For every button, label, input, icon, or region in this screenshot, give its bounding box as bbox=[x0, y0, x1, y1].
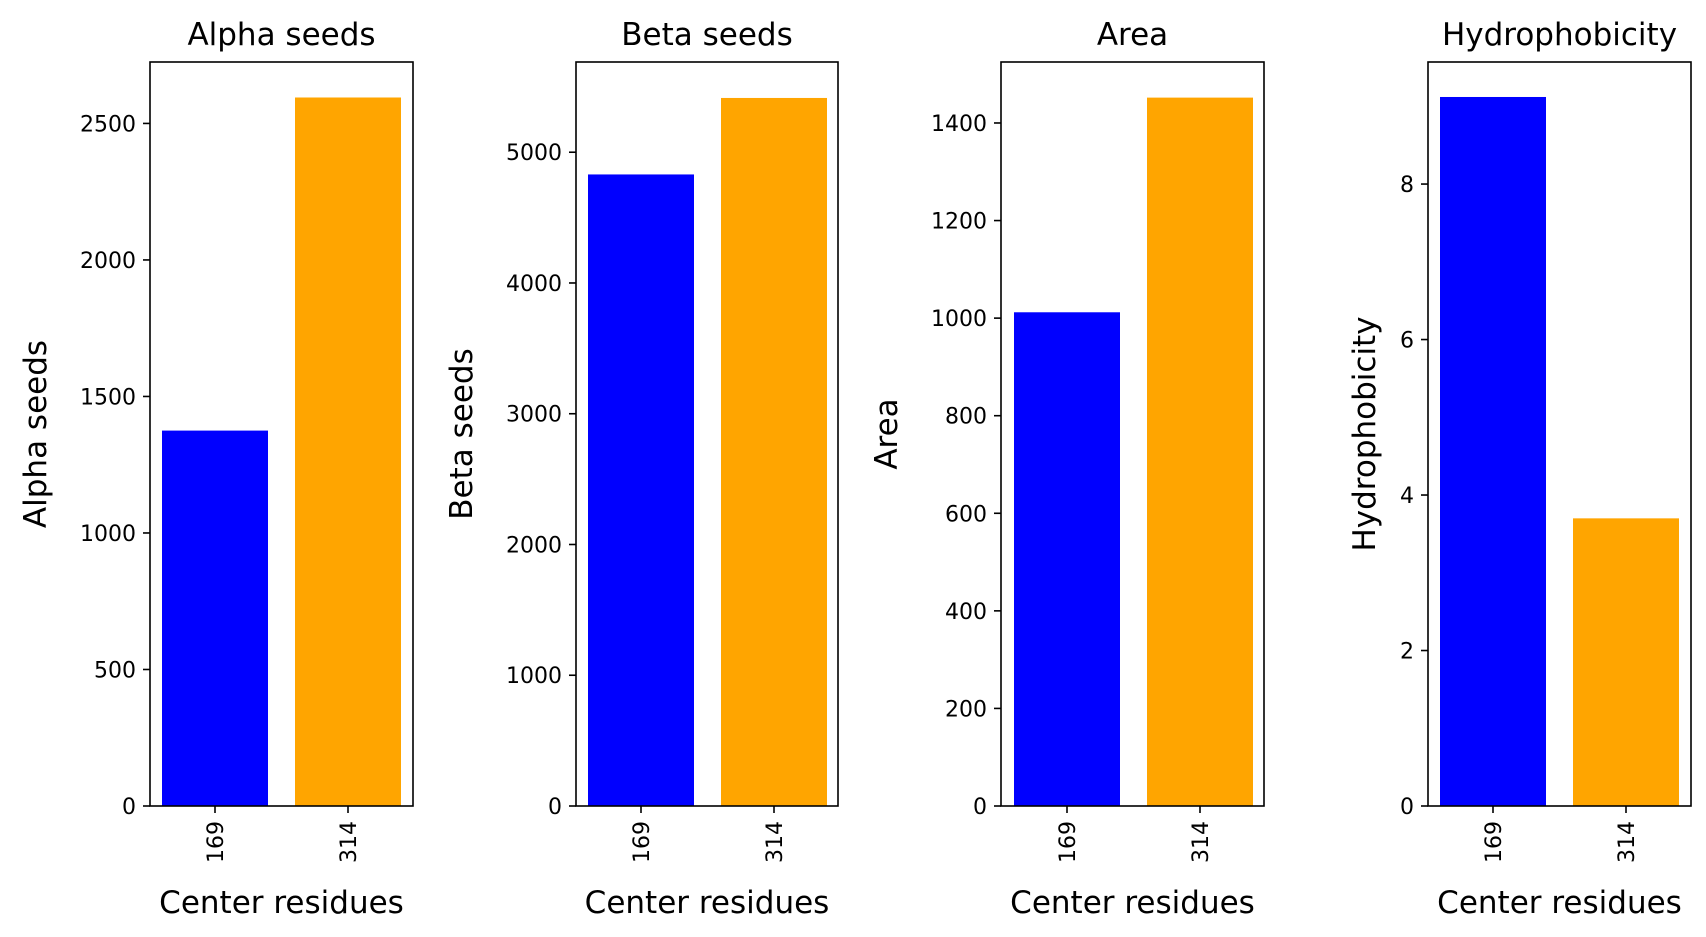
y-tick-label: 600 bbox=[945, 502, 987, 527]
x-axis-label: Center residues bbox=[159, 885, 404, 921]
y-tick-label: 2000 bbox=[80, 249, 136, 274]
x-tick-label: 314 bbox=[1189, 821, 1214, 863]
bar-beta-seeds-169 bbox=[588, 174, 694, 807]
bar-beta-seeds-314 bbox=[721, 97, 827, 806]
y-tick-label: 6 bbox=[1400, 329, 1414, 354]
bar-hydrophobicity-169 bbox=[1440, 96, 1546, 807]
x-tick-label: 314 bbox=[337, 821, 362, 863]
x-tick-label: 169 bbox=[1056, 821, 1081, 863]
panel-title: Beta seeds bbox=[621, 17, 792, 53]
y-tick-label: 1500 bbox=[80, 385, 136, 410]
y-tick-label: 2 bbox=[1400, 640, 1414, 665]
y-axis-label: Alpha seeds bbox=[18, 340, 54, 528]
bar-alpha-seeds-169 bbox=[162, 430, 268, 806]
axes-frame bbox=[575, 61, 839, 807]
y-tick-label: 2000 bbox=[506, 533, 562, 558]
x-tick-label: 169 bbox=[204, 821, 229, 863]
y-tick-label: 400 bbox=[945, 600, 987, 625]
y-tick-label: 0 bbox=[122, 795, 136, 820]
y-tick-label: 5000 bbox=[506, 141, 562, 166]
y-tick-label: 0 bbox=[973, 795, 987, 820]
y-tick-label: 8 bbox=[1400, 173, 1414, 198]
bar-alpha-seeds-314 bbox=[295, 97, 401, 806]
y-tick-label: 4000 bbox=[506, 272, 562, 297]
y-tick-label: 0 bbox=[1400, 795, 1414, 820]
panel-title: Area bbox=[1097, 17, 1168, 53]
axes-frame bbox=[149, 61, 414, 807]
bar-area-314 bbox=[1147, 97, 1253, 806]
bar-area-169 bbox=[1014, 312, 1120, 806]
y-tick-label: 3000 bbox=[506, 403, 562, 428]
y-tick-label: 500 bbox=[94, 658, 136, 683]
y-tick-label: 800 bbox=[945, 405, 987, 430]
y-tick-label: 0 bbox=[548, 795, 562, 820]
x-axis-label: Center residues bbox=[1010, 885, 1255, 921]
panel-hydrophobicity: 0 2 4 6 8 169 314 Hydrophobicity Center residues… bbox=[1347, 17, 1692, 921]
x-axis-label: Center residues bbox=[585, 885, 830, 921]
y-axis-label: Area bbox=[869, 398, 905, 469]
panel-alpha-seeds: 0 500 1000 1500 2000 2500 169 314 Alpha seeds Cen… bbox=[18, 17, 414, 921]
y-tick-label: 200 bbox=[945, 697, 987, 722]
panel-title: Alpha seeds bbox=[187, 17, 375, 53]
y-tick-label: 2500 bbox=[80, 112, 136, 137]
y-axis-label: Beta seeds bbox=[444, 348, 480, 519]
y-tick-label: 1000 bbox=[80, 522, 136, 547]
x-tick-label: 314 bbox=[1615, 821, 1640, 863]
y-tick-label: 1400 bbox=[931, 112, 987, 137]
bar-hydrophobicity-314 bbox=[1573, 518, 1679, 806]
axes-frame bbox=[1427, 61, 1692, 807]
y-axis-label: Hydrophobicity bbox=[1347, 316, 1383, 551]
y-tick-label: 1000 bbox=[931, 307, 987, 332]
panel-title: Hydrophobicity bbox=[1442, 17, 1677, 53]
panel-beta-seeds: 0 1000 2000 3000 4000 5000 169 314 Beta seeds Cen… bbox=[444, 17, 839, 921]
axes-frame bbox=[1000, 61, 1265, 807]
y-tick-label: 1200 bbox=[931, 210, 987, 235]
x-tick-label: 314 bbox=[763, 821, 788, 863]
y-tick-label: 4 bbox=[1400, 484, 1414, 509]
x-tick-label: 169 bbox=[630, 821, 655, 863]
x-tick-label: 169 bbox=[1482, 821, 1507, 863]
x-axis-label: Center residues bbox=[1437, 885, 1682, 921]
y-tick-label: 1000 bbox=[506, 664, 562, 689]
panel-area: 0 200 400 600 800 1000 1200 1400 169 314 Area Cente… bbox=[869, 17, 1265, 921]
